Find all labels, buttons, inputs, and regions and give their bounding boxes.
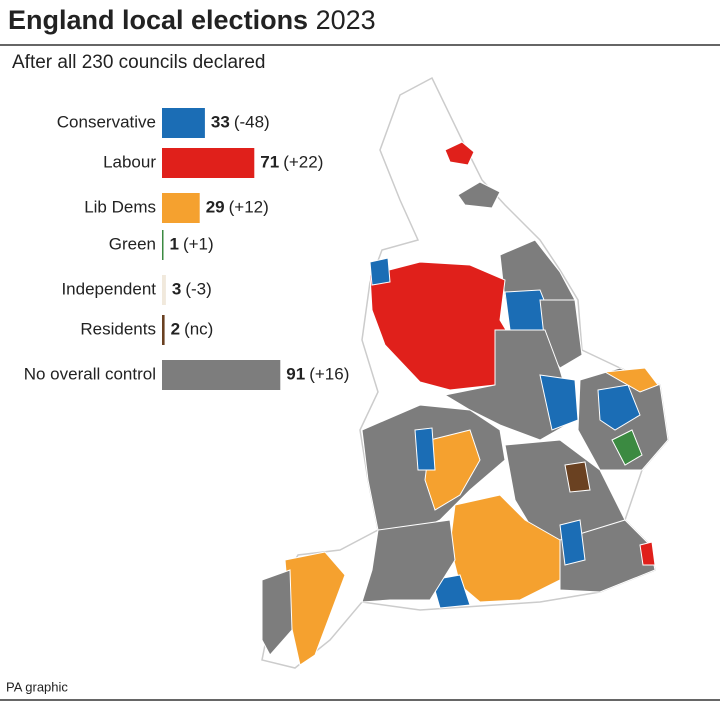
title-year: 2023 <box>316 5 376 35</box>
map-region <box>443 329 576 441</box>
map-region <box>564 461 591 493</box>
bar <box>162 360 281 390</box>
map-region <box>361 519 456 603</box>
map-region <box>457 181 501 209</box>
value-label: 71 <box>260 152 279 171</box>
map-region <box>449 494 561 603</box>
change-label: (+22) <box>283 152 323 171</box>
category-label: Residents <box>80 319 156 338</box>
map-region <box>424 429 481 511</box>
value-label: 2 <box>171 319 180 338</box>
map-region <box>559 519 586 566</box>
change-label: (+12) <box>229 197 269 216</box>
category-label: Lib Dems <box>84 197 156 216</box>
value-label: 91 <box>286 364 305 383</box>
bar <box>162 148 255 178</box>
value-label: 29 <box>206 197 225 216</box>
map-region <box>414 427 436 471</box>
category-label: Labour <box>103 152 156 171</box>
map-region <box>369 257 391 286</box>
change-label: (-3) <box>185 279 211 298</box>
source: PA graphic <box>6 679 68 694</box>
map-region <box>444 141 475 166</box>
bar <box>162 315 165 345</box>
chart-title: England local elections 2023 <box>8 5 376 35</box>
value-label: 3 <box>172 279 181 298</box>
category-label: Independent <box>61 279 156 298</box>
category-label: No overall control <box>24 364 156 383</box>
subtitle: After all 230 councils declared <box>12 52 265 73</box>
map-region <box>261 569 293 656</box>
bar <box>162 108 205 138</box>
title-text: England local elections <box>8 5 308 35</box>
bar <box>162 230 164 260</box>
change-label: (-48) <box>234 112 270 131</box>
bar <box>162 193 200 223</box>
bar <box>162 275 166 305</box>
change-label: (+1) <box>183 234 214 253</box>
map-region <box>639 541 656 566</box>
value-label: 1 <box>170 234 179 253</box>
change-label: (+16) <box>309 364 349 383</box>
category-label: Green <box>109 234 156 253</box>
map-region <box>559 519 656 593</box>
map <box>261 76 669 669</box>
change-label: (nc) <box>184 319 213 338</box>
map-region <box>431 574 471 609</box>
map-region <box>603 367 659 393</box>
map-region <box>611 429 643 466</box>
map-region <box>597 384 641 431</box>
value-label: 33 <box>211 112 230 131</box>
category-label: Conservative <box>57 112 156 131</box>
